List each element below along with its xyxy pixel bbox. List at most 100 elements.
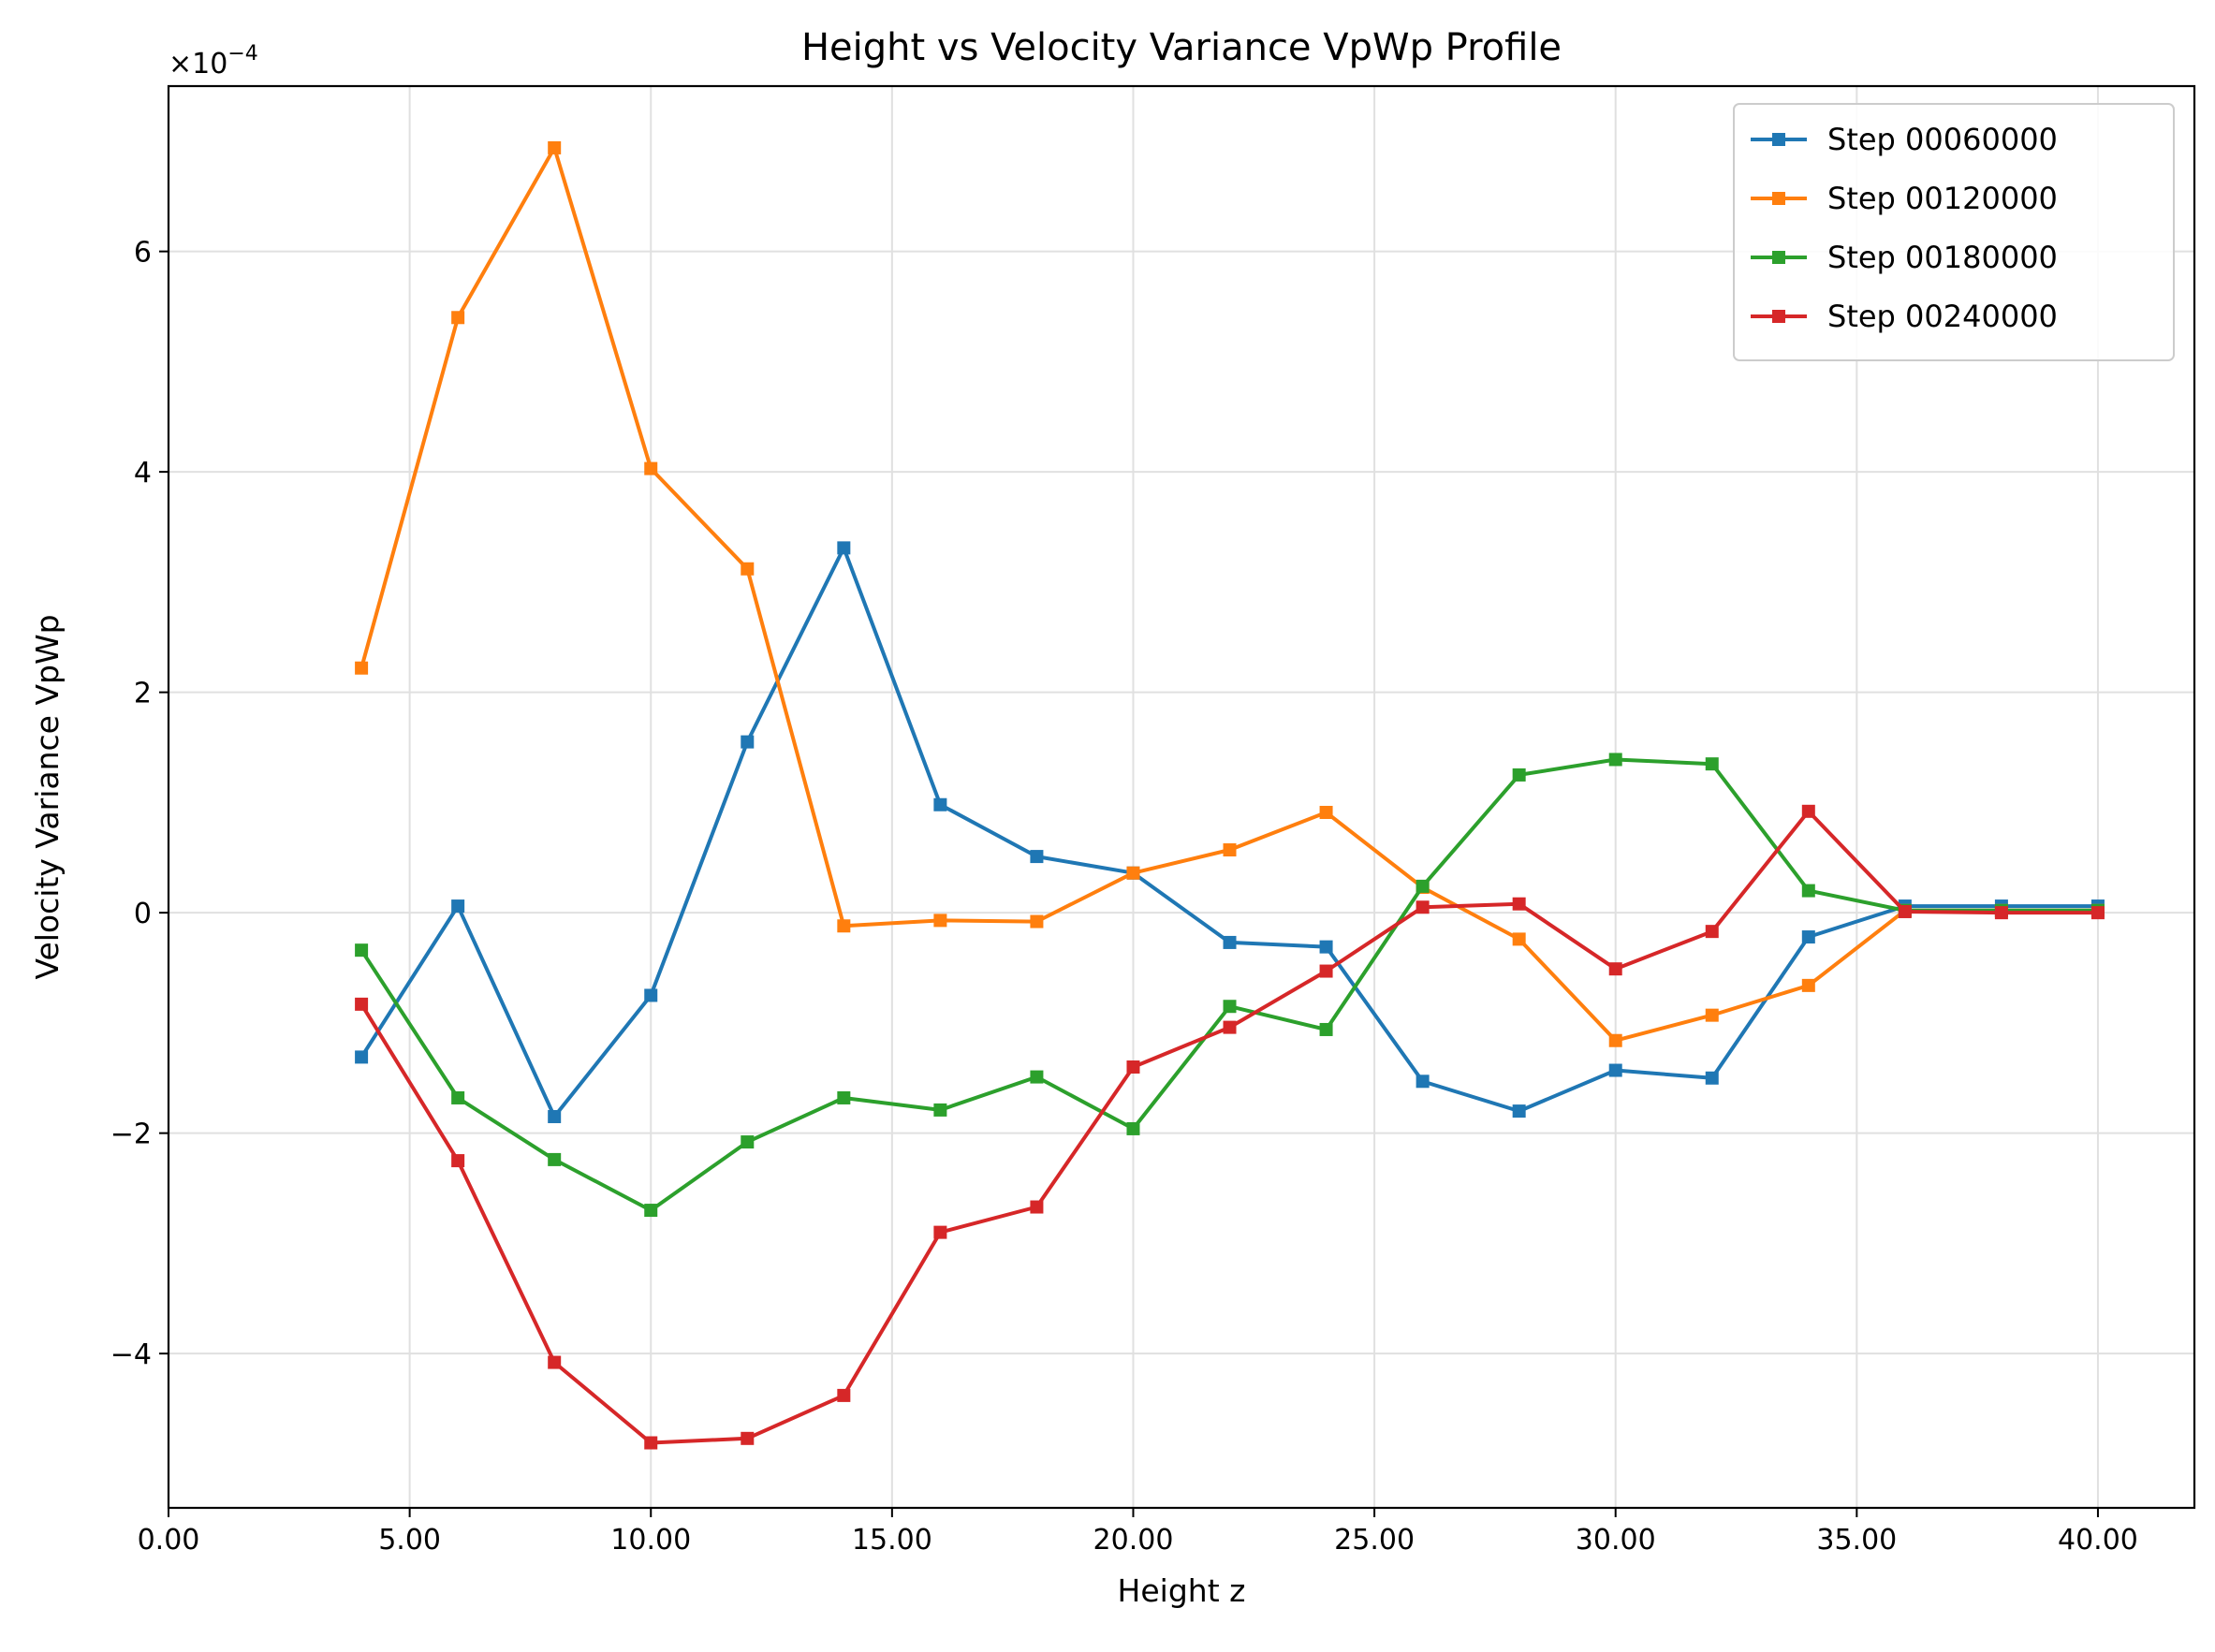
data-point bbox=[451, 1090, 465, 1104]
legend-item: Step 00060000 bbox=[1751, 122, 2058, 157]
data-point bbox=[1416, 900, 1430, 914]
data-point bbox=[1416, 1075, 1430, 1089]
data-point bbox=[355, 661, 369, 675]
legend-swatch-marker bbox=[1772, 133, 1785, 146]
data-point bbox=[1223, 935, 1237, 949]
data-point bbox=[1898, 904, 1912, 918]
data-point bbox=[1319, 964, 1333, 978]
y-tick-label: 2 bbox=[134, 678, 152, 710]
x-tick-label: 20.00 bbox=[1093, 1524, 1174, 1557]
legend-label: Step 00180000 bbox=[1827, 240, 2058, 275]
legend-swatch-marker bbox=[1772, 251, 1785, 264]
legend-swatch-marker bbox=[1772, 192, 1785, 205]
x-axis-title: Height z bbox=[1118, 1572, 1246, 1609]
x-tick-label: 15.00 bbox=[852, 1524, 932, 1557]
data-point bbox=[837, 919, 851, 933]
data-point bbox=[1030, 1200, 1044, 1214]
x-tick-label: 35.00 bbox=[1816, 1524, 1897, 1557]
data-point bbox=[1512, 897, 1526, 911]
data-point bbox=[1126, 866, 1140, 880]
y-scale-exponent: −4 bbox=[227, 42, 257, 66]
data-point bbox=[837, 1090, 851, 1104]
data-point bbox=[1319, 1022, 1333, 1036]
data-point bbox=[451, 899, 465, 914]
data-point bbox=[1705, 757, 1719, 771]
data-point bbox=[1223, 1020, 1237, 1034]
data-point bbox=[548, 1109, 562, 1123]
data-point bbox=[1801, 930, 1815, 944]
series-4 bbox=[355, 804, 2105, 1450]
y-tick-label: −4 bbox=[110, 1338, 152, 1371]
legend-label: Step 00120000 bbox=[1827, 181, 2058, 216]
data-point bbox=[1705, 925, 1719, 939]
data-point bbox=[741, 1431, 755, 1445]
legend-swatch-marker bbox=[1772, 310, 1785, 323]
x-tick-label: 10.00 bbox=[610, 1524, 691, 1557]
data-point bbox=[1994, 906, 2008, 920]
data-point bbox=[548, 140, 562, 154]
y-tick-label: 4 bbox=[134, 457, 152, 490]
data-point bbox=[355, 1050, 369, 1064]
legend-item: Step 00120000 bbox=[1751, 181, 2058, 216]
x-tick-label: 5.00 bbox=[378, 1524, 441, 1557]
data-point bbox=[1223, 1000, 1237, 1014]
legend: Step 00060000 Step 00120000 Step 00180000 S… bbox=[1733, 103, 2175, 361]
series-3 bbox=[355, 753, 2105, 1218]
data-point bbox=[1705, 1071, 1719, 1085]
data-point bbox=[451, 311, 465, 325]
data-point bbox=[355, 997, 369, 1011]
data-point bbox=[1030, 850, 1044, 864]
data-point bbox=[1801, 978, 1815, 992]
y-tick-label: 0 bbox=[134, 898, 152, 930]
data-point bbox=[837, 541, 851, 555]
x-tick-label: 40.00 bbox=[2058, 1524, 2138, 1557]
data-point bbox=[1608, 753, 1622, 767]
data-point bbox=[1801, 804, 1815, 818]
data-point bbox=[741, 562, 755, 576]
data-point bbox=[1319, 805, 1333, 819]
x-tick-label: 0.00 bbox=[138, 1524, 200, 1557]
data-point bbox=[644, 1204, 658, 1218]
y-tick-label: −2 bbox=[110, 1118, 152, 1151]
x-tick-label: 30.00 bbox=[1576, 1524, 1656, 1557]
data-point bbox=[933, 1225, 947, 1239]
data-point bbox=[355, 943, 369, 958]
data-point bbox=[644, 988, 658, 1002]
data-point bbox=[2090, 906, 2105, 920]
chart-title: Height vs Velocity Variance VpWp Profile bbox=[801, 26, 1562, 69]
data-point bbox=[933, 797, 947, 811]
data-point bbox=[1126, 1060, 1140, 1074]
data-point bbox=[741, 735, 755, 749]
data-point bbox=[644, 461, 658, 475]
data-point bbox=[1030, 914, 1044, 928]
data-point bbox=[1608, 1063, 1622, 1077]
data-point bbox=[1608, 962, 1622, 976]
legend-label: Step 00240000 bbox=[1827, 299, 2058, 334]
plot-frame bbox=[167, 84, 2196, 1510]
y-scale-factor: ×10−4 bbox=[169, 42, 258, 80]
x-tick-label: 25.00 bbox=[1334, 1524, 1415, 1557]
y-axis-title: Velocity Variance VpWp bbox=[29, 614, 66, 979]
data-point bbox=[1801, 884, 1815, 898]
data-point bbox=[644, 1436, 658, 1450]
legend-box bbox=[1733, 103, 2175, 361]
legend-item: Step 00240000 bbox=[1751, 299, 2058, 334]
data-point bbox=[451, 1154, 465, 1168]
data-point bbox=[548, 1152, 562, 1166]
data-point bbox=[1512, 1104, 1526, 1118]
data-point bbox=[933, 1103, 947, 1117]
data-point bbox=[1030, 1070, 1044, 1084]
y-axis: −4 −2 0 2 4 6 bbox=[110, 237, 169, 1371]
data-point bbox=[1223, 843, 1237, 857]
data-point bbox=[741, 1135, 755, 1149]
data-point bbox=[933, 914, 947, 928]
data-point bbox=[1416, 879, 1430, 893]
data-point bbox=[1608, 1033, 1622, 1047]
data-point bbox=[1512, 932, 1526, 946]
data-point bbox=[1512, 768, 1526, 782]
y-tick-label: 6 bbox=[134, 237, 152, 270]
data-point bbox=[1126, 1121, 1140, 1135]
legend-item: Step 00180000 bbox=[1751, 240, 2058, 275]
data-point bbox=[837, 1388, 851, 1402]
